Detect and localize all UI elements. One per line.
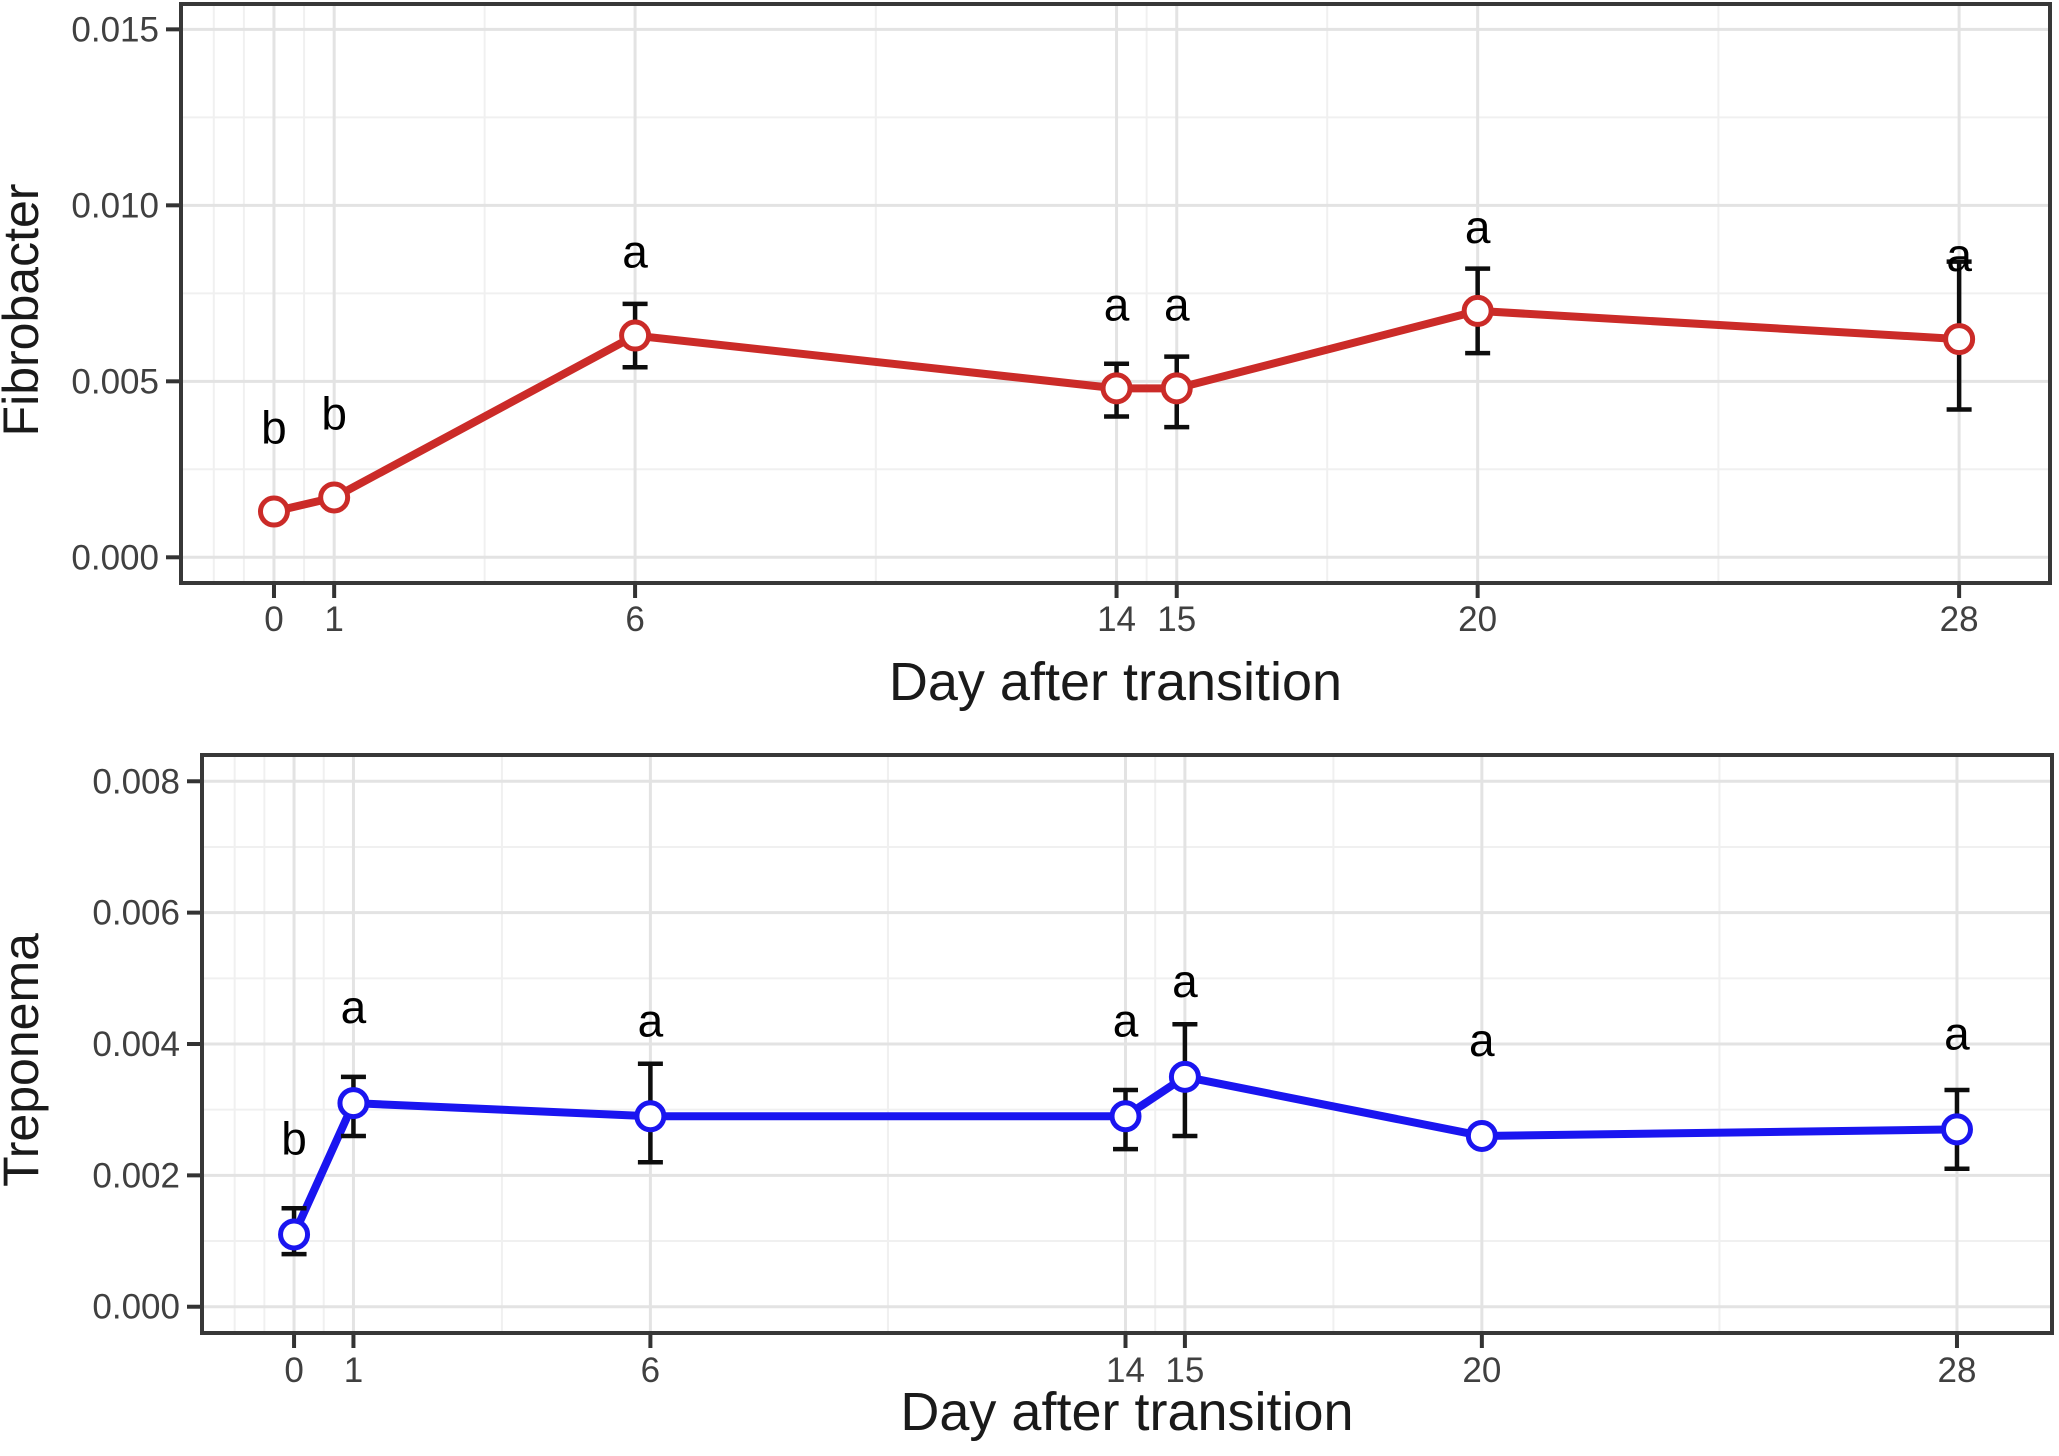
x-tick-label: 14 (1106, 1351, 1145, 1390)
y-axis-title: Fibrobacter (0, 184, 49, 437)
sig-label-day-6: a (622, 226, 648, 278)
data-point-day-0 (278, 1218, 311, 1251)
data-point-day-15 (1160, 372, 1193, 405)
y-axis-title: Treponema (0, 933, 49, 1187)
data-point-day-20 (1465, 1119, 1498, 1152)
y-tick-label: 0.006 (92, 894, 180, 933)
sig-label-day-15: a (1164, 278, 1190, 330)
data-point-day-14 (1100, 372, 1133, 405)
data-point-day-6 (634, 1100, 667, 1133)
y-tick-label: 0.002 (92, 1156, 180, 1195)
x-tick-label: 6 (625, 600, 644, 639)
sig-label-day-28: a (1946, 229, 1972, 281)
x-tick-label: 15 (1165, 1351, 1204, 1390)
chart-panel-treponema: ba a aaa a0 1 6 14 15 20 280.0000.0020.0040.0060.… (0, 753, 2054, 1442)
sig-label-day-14: a (1113, 994, 1139, 1046)
y-tick-label: 0.008 (92, 762, 180, 801)
data-point-day-1 (318, 481, 351, 514)
x-tick-label: 6 (641, 1351, 660, 1390)
sig-label-day-14: a (1104, 278, 1130, 330)
x-tick-label: 20 (1458, 600, 1497, 639)
sig-label-day-15: a (1172, 955, 1198, 1007)
data-point-day-20 (1461, 294, 1494, 327)
x-tick-label: 15 (1157, 600, 1196, 639)
x-tick-label: 0 (264, 600, 283, 639)
sig-label-day-1: b (321, 387, 347, 439)
x-axis-title: Day after transition (900, 1382, 1353, 1442)
data-point-day-28 (1940, 1113, 1973, 1146)
sig-label-day-0: b (261, 402, 287, 454)
x-tick-label: 1 (344, 1351, 363, 1390)
y-tick-label: 0.000 (92, 1288, 180, 1327)
data-point-day-0 (257, 495, 290, 528)
sig-label-day-0: b (281, 1112, 307, 1164)
data-point-day-1 (337, 1087, 370, 1120)
sig-label-day-1: a (341, 981, 367, 1033)
y-tick-label: 0.015 (71, 10, 159, 49)
y-tick-label: 0.005 (71, 362, 159, 401)
data-point-day-28 (1943, 323, 1976, 356)
y-tick-label: 0.000 (71, 538, 159, 577)
x-axis-title: Day after transition (889, 652, 1342, 712)
x-tick-label: 20 (1462, 1351, 1501, 1390)
sig-label-day-6: a (638, 994, 664, 1046)
x-tick-label: 1 (324, 600, 343, 639)
y-tick-label: 0.010 (71, 186, 159, 225)
x-tick-label: 0 (284, 1351, 303, 1390)
panel-border (179, 2, 2052, 585)
y-tick-label: 0.004 (92, 1025, 180, 1064)
x-tick-label: 14 (1097, 600, 1136, 639)
panel-border (200, 753, 2054, 1335)
sig-label-day-20: a (1469, 1014, 1495, 1066)
data-point-day-6 (619, 319, 652, 352)
x-tick-label: 28 (1940, 600, 1979, 639)
data-point-day-14 (1109, 1100, 1142, 1133)
sig-label-day-28: a (1944, 1007, 1970, 1059)
x-tick-label: 28 (1938, 1351, 1977, 1390)
sig-label-day-20: a (1465, 201, 1491, 253)
data-point-day-15 (1168, 1060, 1201, 1093)
